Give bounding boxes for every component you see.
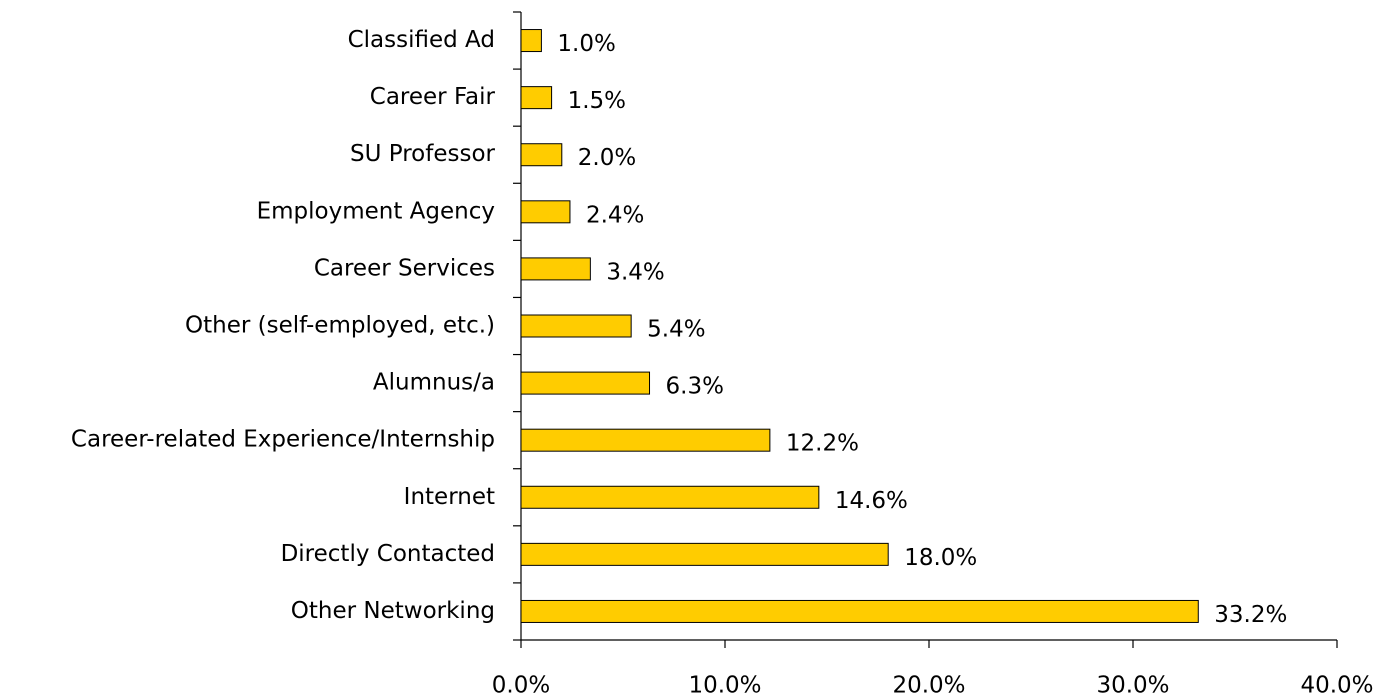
bar bbox=[520, 257, 591, 281]
y-tick-label: Alumnus/a bbox=[373, 370, 495, 396]
value-label: 1.5% bbox=[568, 88, 626, 114]
bar bbox=[520, 29, 542, 53]
y-tick-label: Directly Contacted bbox=[281, 541, 495, 567]
x-tick-label: 0.0% bbox=[492, 673, 550, 698]
value-label: 6.3% bbox=[666, 374, 724, 400]
y-tick-label: Classified Ad bbox=[348, 27, 495, 53]
value-label: 5.4% bbox=[647, 317, 705, 343]
value-label: 3.4% bbox=[606, 259, 664, 285]
value-label: 12.2% bbox=[786, 431, 859, 457]
x-tick-label: 40.0% bbox=[1300, 673, 1373, 698]
bar bbox=[520, 428, 771, 452]
value-label: 14.6% bbox=[835, 488, 908, 514]
bar bbox=[520, 371, 651, 395]
bar bbox=[520, 86, 553, 110]
y-tick-label: Other (self-employed, etc.) bbox=[185, 313, 495, 339]
bar bbox=[520, 542, 889, 566]
y-tick-label: SU Professor bbox=[350, 141, 496, 167]
bar bbox=[520, 314, 632, 338]
y-tick-label: Internet bbox=[404, 484, 495, 510]
value-label: 18.0% bbox=[904, 545, 977, 571]
bar bbox=[520, 485, 820, 509]
y-tick-label: Career Services bbox=[314, 255, 495, 281]
value-label: 2.4% bbox=[586, 202, 644, 228]
value-label: 33.2% bbox=[1214, 602, 1287, 628]
y-tick-label: Career-related Experience/Internship bbox=[71, 427, 495, 453]
x-tick-label: 20.0% bbox=[892, 673, 965, 698]
x-tick-label: 30.0% bbox=[1096, 673, 1169, 698]
y-tick-label: Career Fair bbox=[370, 84, 496, 110]
bar bbox=[520, 200, 571, 224]
x-tick-label: 10.0% bbox=[688, 673, 761, 698]
y-tick-label: Employment Agency bbox=[257, 198, 495, 224]
y-tick-label: Other Networking bbox=[291, 598, 495, 624]
bar bbox=[520, 143, 563, 167]
value-label: 2.0% bbox=[578, 145, 636, 171]
bar bbox=[520, 599, 1199, 623]
value-label: 1.0% bbox=[557, 31, 615, 57]
